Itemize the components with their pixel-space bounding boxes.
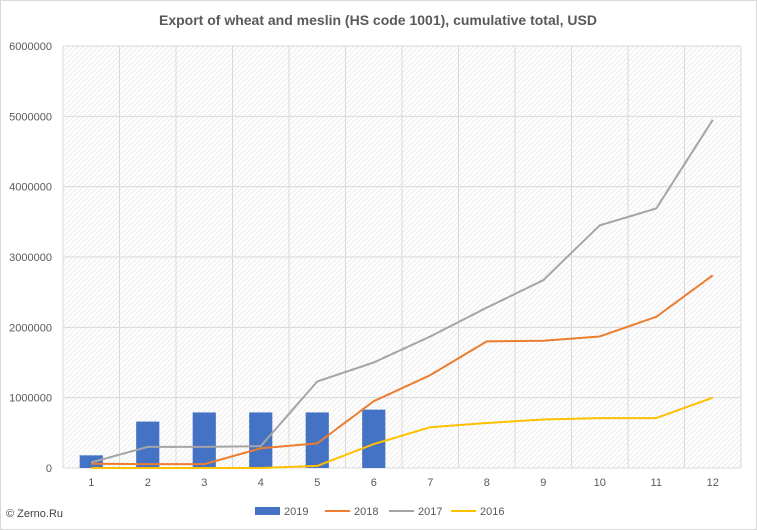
- x-tick-label: 6: [371, 477, 377, 489]
- x-tick-label: 3: [201, 477, 207, 489]
- line-series-2018: [91, 274, 714, 466]
- credit-text: © Zerno.Ru: [6, 508, 63, 520]
- bar-2019: [249, 412, 273, 468]
- x-tick-label: 8: [484, 477, 490, 489]
- legend-label-2019: 2019: [284, 506, 308, 518]
- x-tick-label: 4: [258, 477, 264, 489]
- grid: [62, 45, 742, 469]
- legend-swatch-2019: [255, 507, 280, 515]
- y-tick-label: 4000000: [9, 182, 52, 194]
- x-tick-label: 7: [427, 477, 433, 489]
- y-tick-label: 6000000: [9, 41, 52, 53]
- y-axis-tick-labels: 0 1000000 2000000 3000000 4000000 5000000 6000…: [9, 41, 52, 475]
- line-series-2017: [90, 119, 714, 464]
- y-tick-label: 5000000: [9, 111, 52, 123]
- bar-series-group: [79, 409, 386, 468]
- x-tick-label: 12: [707, 477, 719, 489]
- x-tick-label: 10: [594, 477, 606, 489]
- legend-label-2017: 2017: [418, 506, 442, 518]
- legend-label-2016: 2016: [480, 506, 504, 518]
- x-axis-tick-labels: 1 2 3 4 5 6 7 8 9 10 11 12: [88, 477, 719, 489]
- x-tick-label: 5: [314, 477, 320, 489]
- y-tick-label: 0: [46, 463, 52, 475]
- y-tick-label: 3000000: [9, 252, 52, 264]
- bar-2019: [305, 412, 329, 468]
- x-tick-label: 11: [651, 477, 662, 489]
- bar-2019: [362, 409, 386, 468]
- line-series-2016: [91, 396, 714, 469]
- line-series-group: [90, 119, 714, 469]
- bar-2019: [192, 412, 216, 468]
- x-tick-label: 9: [540, 477, 546, 489]
- legend-label-2018: 2018: [354, 506, 378, 518]
- chart-title: Export of wheat and meslin (HS code 1001…: [159, 12, 597, 28]
- y-tick-label: 1000000: [9, 393, 52, 405]
- y-tick-label: 2000000: [9, 322, 52, 334]
- x-tick-label: 2: [145, 477, 151, 489]
- x-tick-label: 1: [88, 477, 94, 489]
- legend: 2019 2018 2017 2016: [255, 506, 504, 518]
- bar-2019: [136, 421, 160, 468]
